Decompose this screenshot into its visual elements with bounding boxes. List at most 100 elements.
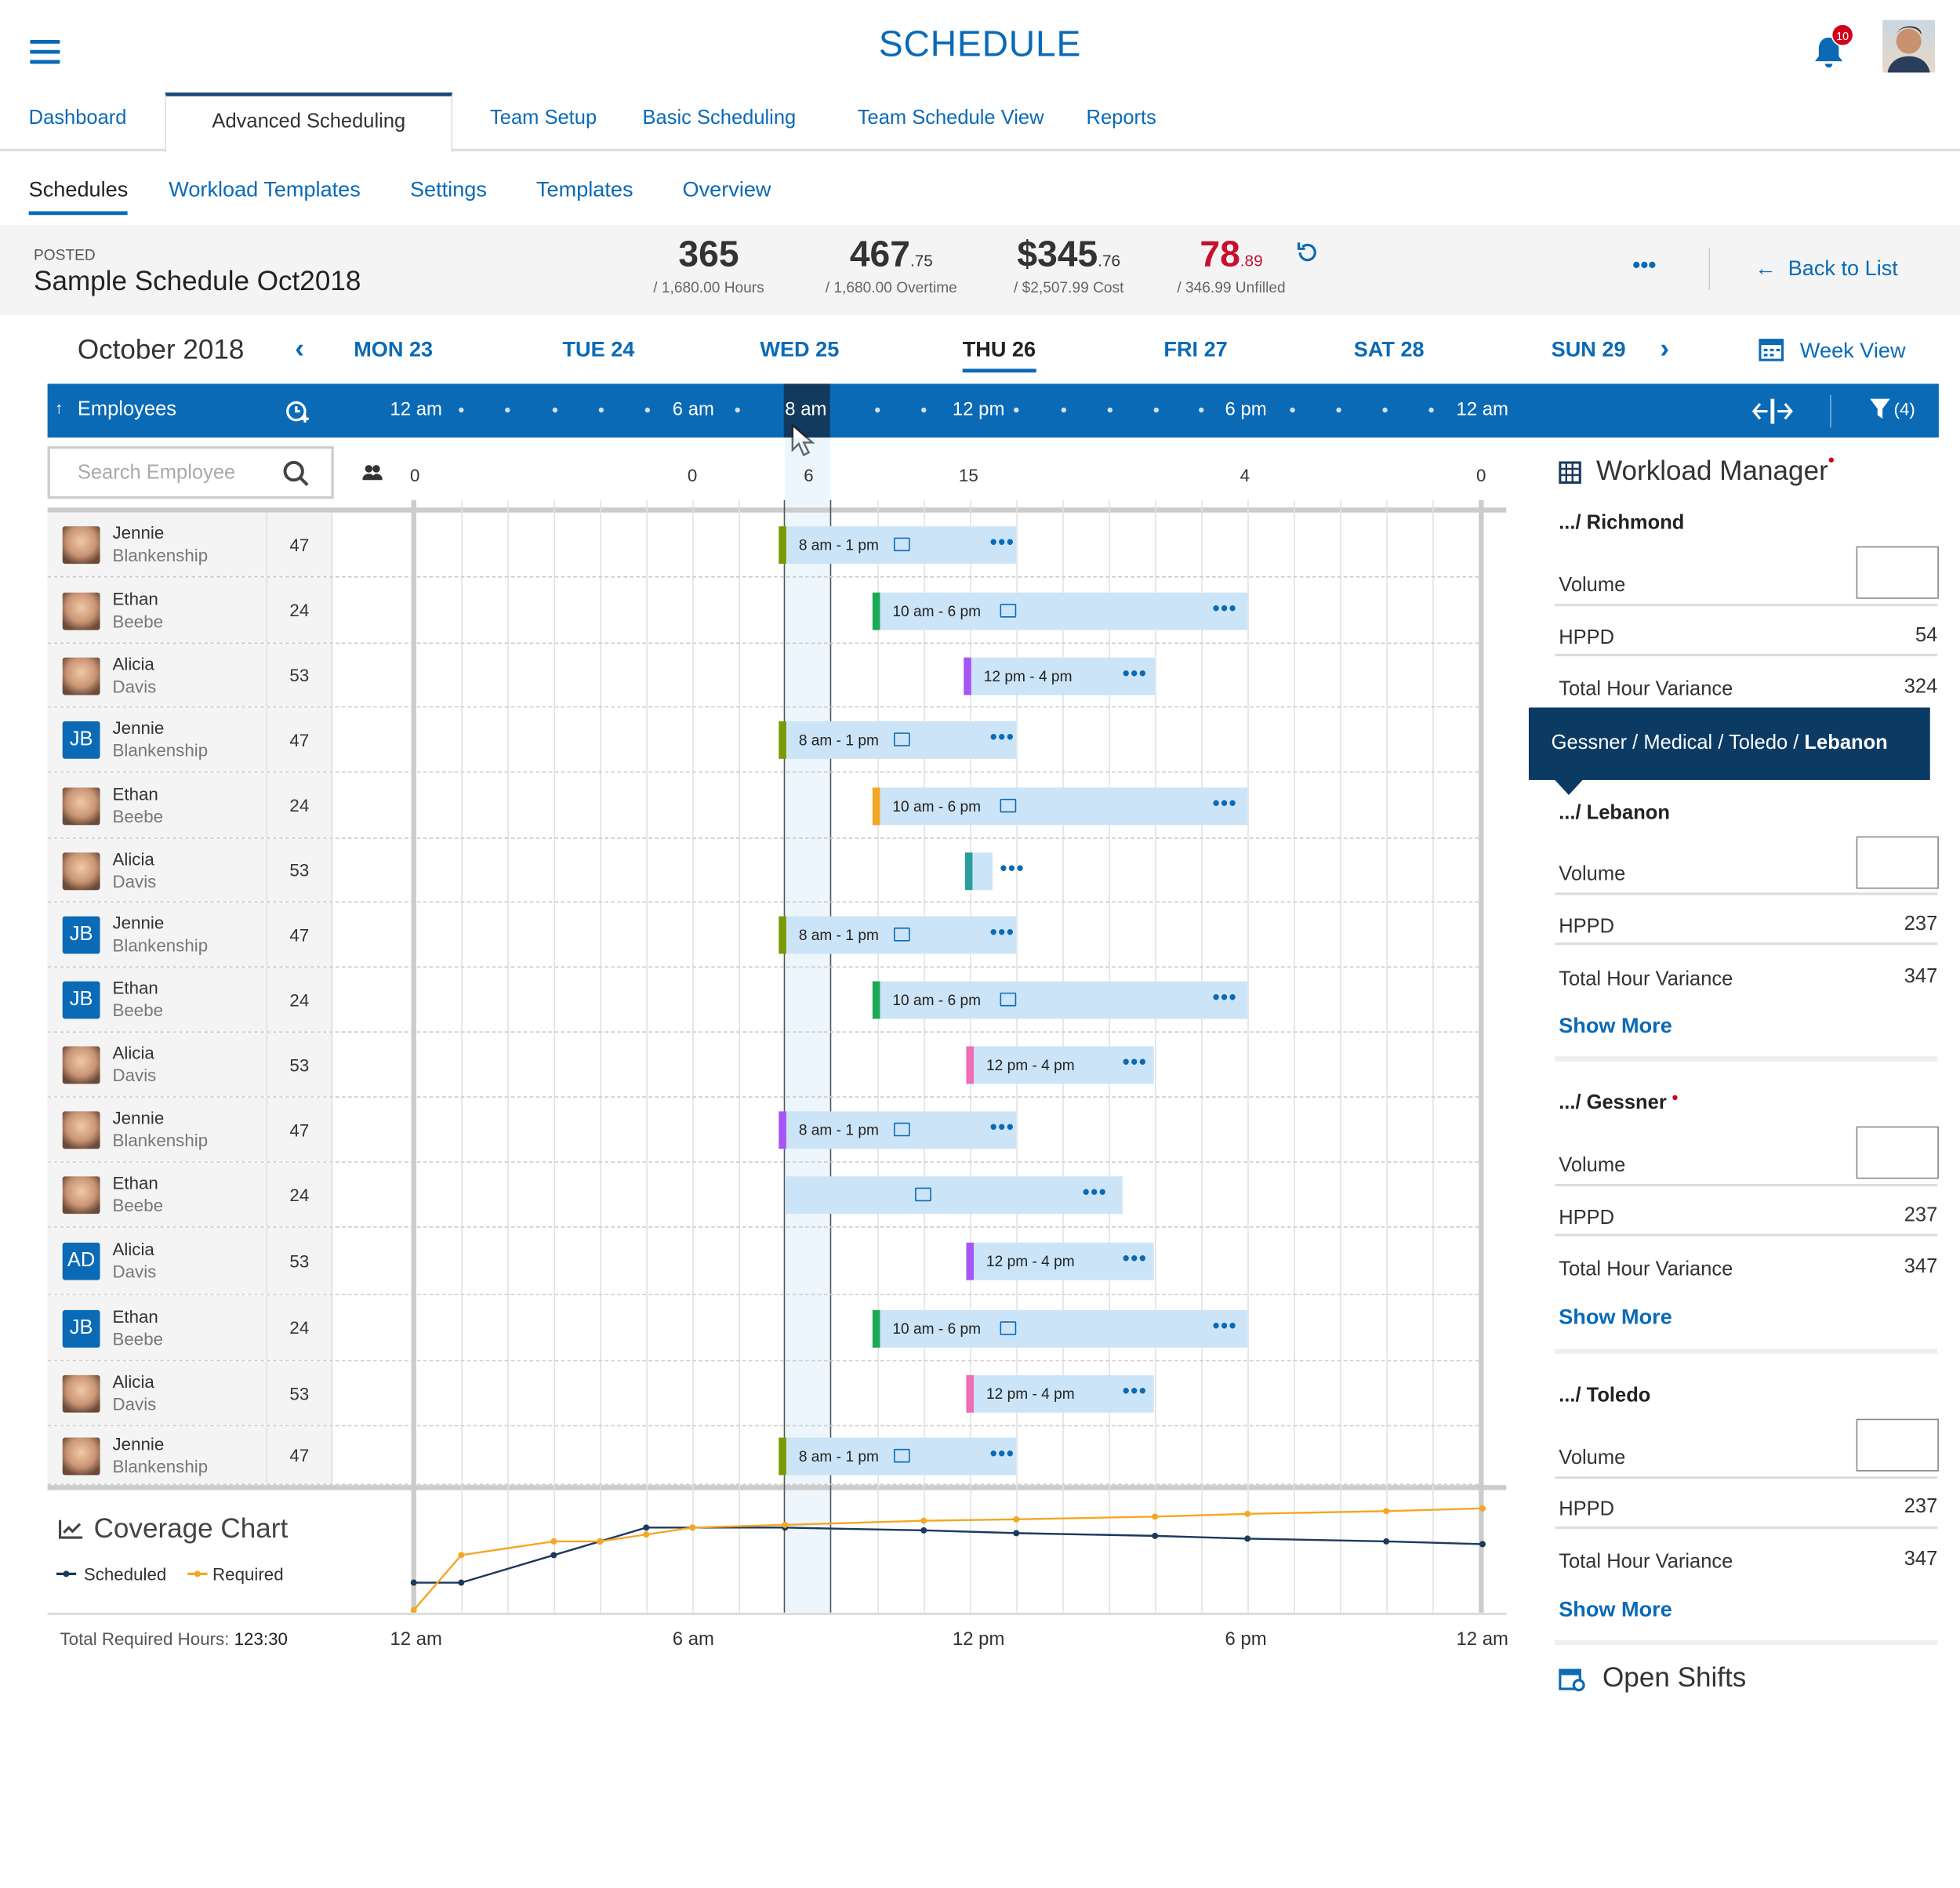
shift-more-icon[interactable]: •••	[1000, 858, 1025, 880]
comment-icon[interactable]	[1000, 798, 1017, 812]
chevron-left-icon[interactable]: ‹	[295, 332, 304, 364]
more-options-button[interactable]: •••	[1632, 252, 1657, 278]
table-row[interactable]: Jennie Blankenship 47	[47, 1097, 1479, 1163]
employee-cell[interactable]: Ethan Beebe	[47, 577, 268, 643]
employee-cell[interactable]: JB Ethan Beebe	[47, 968, 268, 1032]
table-row[interactable]: Alicia Davis 53	[47, 1032, 1479, 1098]
gessner-volume-input[interactable]	[1856, 1126, 1939, 1179]
avatar[interactable]	[1882, 20, 1936, 73]
expand-width-icon[interactable]	[1751, 398, 1794, 425]
chevron-right-icon[interactable]: ›	[1660, 332, 1670, 364]
lebanon-volume-input[interactable]	[1856, 836, 1939, 889]
shift-block[interactable]: 10 am - 6 pm •••	[872, 981, 1248, 1019]
shift-block[interactable]: •••	[785, 1176, 1123, 1214]
shift-more-icon[interactable]: •••	[1122, 1248, 1148, 1270]
richmond-volume-input[interactable]	[1856, 546, 1939, 599]
shift-more-icon[interactable]: •••	[1122, 663, 1148, 684]
add-time-icon[interactable]	[285, 399, 310, 424]
employee-cell[interactable]: Jennie Blankenship	[47, 512, 268, 577]
tab-templates[interactable]: Templates	[535, 177, 633, 202]
tab-overview[interactable]: Overview	[682, 177, 771, 202]
day-wed[interactable]: WED 25	[760, 337, 840, 361]
shift-block[interactable]: 10 am - 6 pm •••	[872, 591, 1248, 630]
comment-icon[interactable]	[893, 1448, 910, 1462]
table-row[interactable]: Jennie Blankenship 47	[47, 512, 1479, 578]
shift-block[interactable]: 12 pm - 4 pm •••	[966, 1242, 1154, 1280]
tab-settings[interactable]: Settings	[409, 177, 487, 202]
day-sun[interactable]: SUN 29	[1551, 337, 1626, 361]
table-row[interactable]: JB Ethan Beebe 24	[47, 968, 1479, 1033]
tab-workload-templates[interactable]: Workload Templates	[169, 177, 361, 202]
tab-schedules[interactable]: Schedules	[28, 177, 129, 216]
shift-more-icon[interactable]: •••	[1212, 597, 1238, 620]
section-gessner-title[interactable]: .../ Gessner	[1559, 1092, 1667, 1114]
table-row[interactable]: Alicia Davis 53	[47, 1361, 1479, 1427]
lebanon-show-more-link[interactable]: Show More	[1559, 1014, 1672, 1038]
table-row[interactable]: Jennie Blankenship 47	[47, 1426, 1479, 1486]
shift-more-icon[interactable]: •••	[989, 922, 1015, 944]
comment-icon[interactable]	[893, 537, 910, 552]
search-icon[interactable]	[282, 460, 310, 488]
week-view-button[interactable]: Week View	[1799, 339, 1906, 363]
table-row[interactable]: JB Jennie Blankenship 47	[47, 902, 1479, 968]
section-lebanon-title[interactable]: .../ Lebanon	[1559, 802, 1670, 824]
shift-block[interactable]: 8 am - 1 pm •••	[779, 526, 1017, 565]
employee-cell[interactable]: JB Jennie Blankenship	[47, 707, 268, 772]
employees-sort-label[interactable]: Employees	[77, 398, 177, 420]
comment-icon[interactable]	[893, 1122, 910, 1137]
comment-icon[interactable]	[1000, 603, 1017, 617]
table-row[interactable]: Alicia Davis 53	[47, 644, 1479, 708]
toledo-volume-input[interactable]	[1856, 1418, 1939, 1472]
shift-more-icon[interactable]: •••	[1212, 793, 1238, 815]
shift-block[interactable]: 10 am - 6 pm •••	[872, 1309, 1248, 1347]
section-toledo-title[interactable]: .../ Toledo	[1559, 1385, 1651, 1407]
tab-advanced-scheduling[interactable]: Advanced Scheduling	[165, 92, 453, 153]
shift-block[interactable]: 8 am - 1 pm •••	[779, 721, 1017, 759]
shift-block[interactable]: 8 am - 1 pm •••	[779, 916, 1017, 954]
comment-icon[interactable]	[915, 1187, 931, 1202]
table-row[interactable]: Alicia Davis 53	[47, 838, 1479, 903]
employee-cell[interactable]: Alicia Davis	[47, 1361, 268, 1425]
shift-block[interactable]: 10 am - 6 pm •••	[872, 786, 1248, 825]
employee-cell[interactable]: Alicia Davis	[47, 644, 268, 706]
tab-team-schedule-view[interactable]: Team Schedule View	[857, 107, 1044, 129]
selected-time-highlight[interactable]	[783, 383, 830, 438]
refresh-icon[interactable]	[1295, 240, 1320, 265]
shift-more-icon[interactable]: •••	[1122, 1381, 1148, 1403]
section-richmond-title[interactable]: .../ Richmond	[1559, 512, 1685, 534]
employee-cell[interactable]: Alicia Davis	[47, 838, 268, 902]
day-sat[interactable]: SAT 28	[1353, 337, 1425, 361]
employee-cell[interactable]: Ethan Beebe	[47, 772, 268, 838]
tab-team-setup[interactable]: Team Setup	[490, 107, 597, 129]
tab-reports[interactable]: Reports	[1086, 107, 1156, 129]
day-tue[interactable]: TUE 24	[562, 337, 635, 361]
gessner-show-more-link[interactable]: Show More	[1559, 1305, 1672, 1329]
tab-dashboard[interactable]: Dashboard	[28, 107, 127, 129]
employee-cell[interactable]: JB Jennie Blankenship	[47, 902, 268, 967]
table-row[interactable]: JB Jennie Blankenship 47	[47, 707, 1479, 773]
employee-cell[interactable]: JB Ethan Beebe	[47, 1294, 268, 1360]
employee-cell[interactable]: AD Alicia Davis	[47, 1227, 268, 1294]
employee-cell[interactable]: Jennie Blankenship	[47, 1426, 268, 1484]
shift-more-icon[interactable]: •••	[1122, 1052, 1148, 1074]
day-thu[interactable]: THU 26	[962, 337, 1036, 373]
shift-block[interactable]: •••	[964, 851, 1024, 890]
shift-more-icon[interactable]: •••	[1082, 1182, 1108, 1204]
shift-block[interactable]: 12 pm - 4 pm •••	[964, 656, 1156, 695]
comment-icon[interactable]	[1000, 992, 1017, 1007]
shift-more-icon[interactable]: •••	[989, 1117, 1015, 1139]
shift-block[interactable]: 12 pm - 4 pm •••	[966, 1046, 1154, 1084]
day-fri[interactable]: FRI 27	[1163, 337, 1228, 361]
comment-icon[interactable]	[893, 928, 910, 942]
employee-cell[interactable]: Jennie Blankenship	[47, 1097, 268, 1162]
bell-icon[interactable]	[1809, 32, 1849, 72]
table-row[interactable]: AD Alicia Davis 53	[47, 1227, 1479, 1295]
day-mon[interactable]: MON 23	[354, 337, 434, 361]
table-row[interactable]: Ethan Beebe 24	[47, 1162, 1479, 1228]
shift-more-icon[interactable]: •••	[989, 532, 1015, 554]
table-row[interactable]: Ethan Beebe 24	[47, 772, 1479, 839]
menu-icon[interactable]	[30, 40, 60, 65]
shift-block[interactable]: 12 pm - 4 pm •••	[966, 1374, 1154, 1413]
comment-icon[interactable]	[1000, 1320, 1017, 1335]
back-to-list-button[interactable]: ← Back to List	[1755, 256, 1898, 281]
